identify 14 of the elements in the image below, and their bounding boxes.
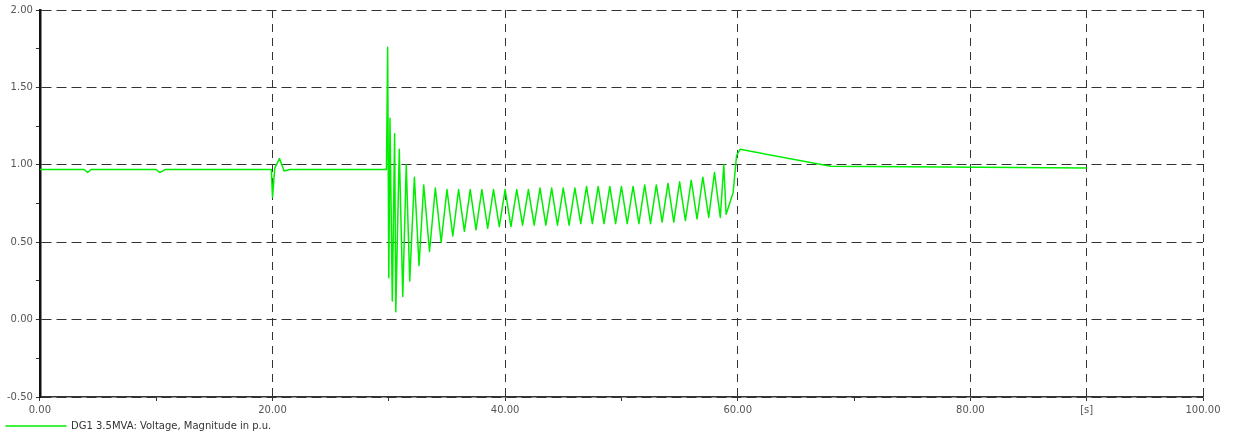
text: DG1 3.5MVA: Voltage, Magnitude in p.u. xyxy=(71,419,272,431)
y-tick-label: -0.50 xyxy=(7,390,33,402)
y-tick-label: 1.00 xyxy=(10,158,33,170)
y-tick-label: 0.50 xyxy=(10,235,33,247)
x-tick-label: 60.00 xyxy=(723,403,753,415)
y-tick-label: 0.00 xyxy=(10,313,33,325)
x-tick-label: [s] xyxy=(1080,403,1094,415)
x-tick-label: 100.00 xyxy=(1185,403,1221,415)
x-tick-label: 40.00 xyxy=(490,403,520,415)
x-tick-label: 20.00 xyxy=(258,403,287,415)
x-tick-label: 0.00 xyxy=(28,403,52,415)
y-tick-label: 2.00 xyxy=(10,3,33,15)
x-tick-label: 80.00 xyxy=(956,403,985,415)
y-tick-label: 1.50 xyxy=(10,80,33,92)
